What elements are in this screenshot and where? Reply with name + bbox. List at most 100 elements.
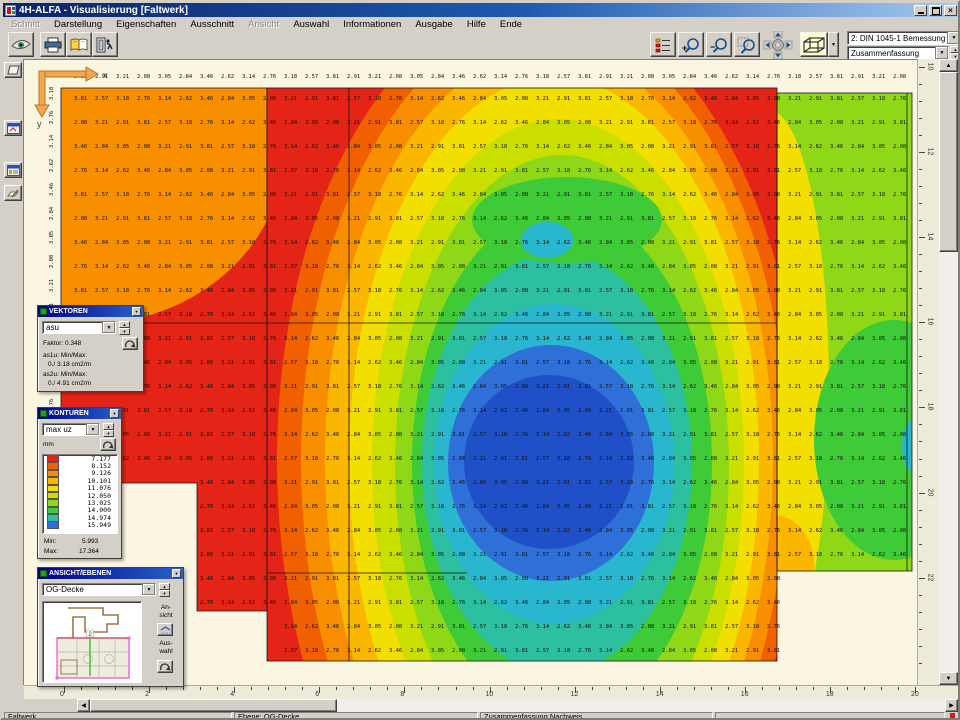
view-3d-box-icon: [803, 36, 825, 53]
chevron-down-icon[interactable]: ▼: [102, 322, 115, 333]
panel-collapse-button[interactable]: ▼: [132, 307, 141, 316]
svg-text:3.14: 3.14: [599, 456, 613, 462]
svg-text:3.81: 3.81: [452, 624, 465, 630]
spin-up-icon[interactable]: ▲: [119, 321, 130, 328]
svg-text:2.08: 2.08: [389, 336, 402, 342]
help-book-button[interactable]: [66, 32, 92, 57]
svg-text:2.08: 2.08: [515, 96, 528, 102]
menu-ende[interactable]: Ende: [499, 19, 523, 30]
contour-panel-toggle[interactable]: [4, 162, 22, 178]
svg-text:2.76: 2.76: [830, 360, 843, 366]
spin-up-icon[interactable]: ▲: [159, 583, 170, 590]
exit-button[interactable]: [92, 32, 118, 57]
spin-up-icon[interactable]: ▲: [103, 423, 114, 430]
minimize-button[interactable]: [914, 4, 927, 16]
konturen-titlebar[interactable]: KONTUREN ▼: [38, 408, 121, 419]
vector-panel-toggle[interactable]: [4, 120, 22, 136]
zoom-in-button[interactable]: +: [678, 32, 704, 57]
scroll-left-icon[interactable]: ◀: [77, 699, 90, 712]
vektoren-combo[interactable]: asu ▼: [42, 321, 116, 334]
horizontal-scrollbar[interactable]: ◀ ▶: [77, 699, 958, 712]
view-3d-button[interactable]: [800, 32, 828, 57]
svg-text:3.18: 3.18: [557, 168, 570, 174]
menu-hilfe[interactable]: Hilfe: [466, 19, 486, 30]
menu-darstellung[interactable]: Darstellung: [54, 19, 103, 30]
konturen-panel[interactable]: KONTUREN ▼ max uz ▼ ▲ ▼ mm 7.177 8.152 9.12…: [37, 407, 122, 559]
menu-ausschnitt[interactable]: Ausschnitt: [190, 19, 235, 30]
konturen-apply-button[interactable]: [100, 438, 116, 451]
vektoren-panel[interactable]: VEKTOREN ▼ asu ▼ ▲ ▼ Faktor: 0.348 as1u: …: [37, 305, 144, 392]
chevron-down-icon[interactable]: ▼: [142, 584, 155, 595]
chevron-down-icon[interactable]: ▼: [935, 47, 948, 59]
chevron-down-icon[interactable]: ▼: [947, 32, 958, 44]
menu-eigenschaften[interactable]: Eigenschaften: [116, 19, 177, 30]
menu-informationen[interactable]: Informationen: [343, 19, 402, 30]
svg-text:3.14: 3.14: [662, 480, 676, 486]
svg-text:2.62: 2.62: [557, 144, 570, 150]
scroll-down-icon[interactable]: ▼: [939, 672, 958, 685]
vertical-scrollbar[interactable]: ▲ ▼: [939, 59, 958, 685]
ansicht-view-button[interactable]: [157, 623, 173, 636]
scroll-right-icon[interactable]: ▶: [945, 699, 958, 712]
result-type-spinner[interactable]: ▲ ▼: [950, 46, 958, 60]
horizontal-scroll-thumb[interactable]: [90, 699, 337, 712]
menu-auswahl[interactable]: Auswahl: [293, 19, 330, 30]
chevron-down-icon[interactable]: ▼: [86, 424, 99, 435]
svg-text:3.05: 3.05: [746, 192, 759, 198]
svg-text:3.46: 3.46: [578, 528, 591, 534]
ruler-number: 4: [230, 691, 235, 698]
svg-text:3.18: 3.18: [620, 576, 633, 582]
ansicht-titlebar[interactable]: ANSICHT/EBENEN ▼: [38, 568, 183, 579]
view-3d-dropdown[interactable]: ▼: [828, 32, 839, 57]
zoom-window-button[interactable]: [734, 32, 760, 57]
svg-text:2.84: 2.84: [221, 288, 235, 294]
svg-text:3.81: 3.81: [830, 384, 843, 390]
konturen-combo[interactable]: max uz ▼: [42, 423, 100, 436]
panel-collapse-button[interactable]: ▼: [172, 569, 181, 578]
title-bar[interactable]: 4H-ALFA - Visualisierung [Faltwerk] ×: [3, 3, 958, 17]
view-eye-button[interactable]: [8, 32, 34, 57]
svg-text:2.76: 2.76: [830, 264, 843, 270]
svg-text:2.62: 2.62: [242, 312, 255, 318]
drawing-canvas[interactable]: 3.81 2.57 3.18 2.76 3.14 2.62 3.46 2.84 3.05 2.08…: [24, 59, 917, 685]
view-panel-toggle[interactable]: [4, 185, 22, 201]
axes-icon: xy: [34, 66, 108, 129]
svg-text:3.46: 3.46: [767, 600, 780, 606]
ansicht-panel[interactable]: ANSICHT/EBENEN ▼ OG-Decke ▼ ▲ ▼: [37, 567, 184, 687]
ansicht-combo[interactable]: OG-Decke ▼: [42, 583, 156, 596]
spin-up-icon[interactable]: ▲: [950, 46, 958, 53]
panel-collapse-button[interactable]: ▼: [110, 409, 119, 418]
close-button[interactable]: ×: [944, 4, 957, 16]
restore-button[interactable]: [929, 4, 942, 16]
svg-text:2.08: 2.08: [515, 480, 528, 486]
scroll-up-icon[interactable]: ▲: [939, 59, 958, 72]
menu-ausgabe[interactable]: Ausgabe: [415, 19, 453, 30]
spin-down-icon[interactable]: ▼: [159, 590, 170, 597]
result-type-value: Zusammenfassung: [851, 48, 920, 58]
svg-text:2.76: 2.76: [263, 432, 276, 438]
ansicht-select-button[interactable]: [157, 660, 173, 673]
spin-down-icon[interactable]: ▼: [119, 328, 130, 335]
vektoren-titlebar[interactable]: VEKTOREN ▼: [38, 306, 143, 317]
pan-control[interactable]: [762, 31, 794, 59]
tree-options-button[interactable]: [650, 32, 676, 57]
plane-select-button[interactable]: [4, 62, 22, 78]
vertical-scroll-thumb[interactable]: [939, 72, 958, 252]
vektoren-apply-button[interactable]: [122, 337, 138, 350]
svg-text:2.76: 2.76: [515, 528, 528, 534]
plan-preview[interactable]: 2: [42, 601, 142, 683]
svg-text:2.91: 2.91: [683, 624, 696, 630]
svg-text:3.05: 3.05: [494, 576, 507, 582]
result-type-combo[interactable]: Zusammenfassung ▼: [847, 46, 949, 60]
print-button[interactable]: [40, 32, 66, 57]
design-code-combo[interactable]: 2: DIN 1045-1 Bemessung ▼: [847, 31, 958, 45]
svg-text:3.46: 3.46: [200, 480, 213, 486]
svg-text:3.46: 3.46: [200, 384, 213, 390]
zoom-out-button[interactable]: −: [706, 32, 732, 57]
konturen-spinner[interactable]: ▲ ▼: [103, 423, 114, 437]
ansicht-spinner[interactable]: ▲ ▼: [159, 583, 170, 597]
svg-text:2.08: 2.08: [893, 432, 906, 438]
spin-down-icon[interactable]: ▼: [103, 430, 114, 437]
svg-text:2.91: 2.91: [431, 528, 444, 534]
vektoren-spinner[interactable]: ▲ ▼: [119, 321, 130, 335]
